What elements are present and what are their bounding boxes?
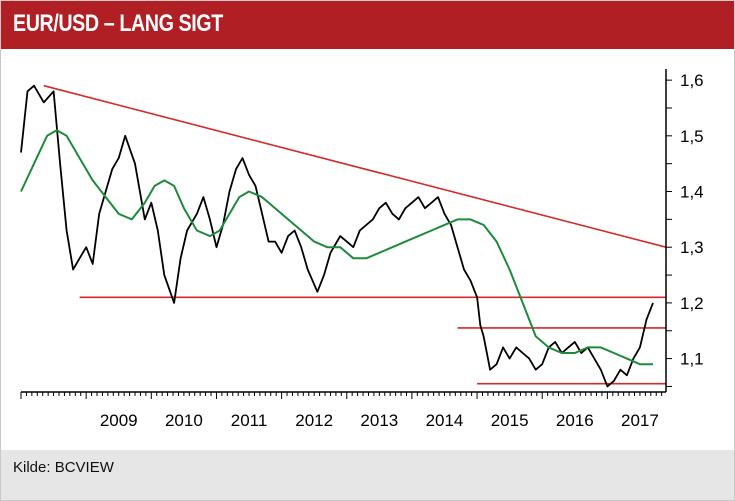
y-tick-label-1-2: 1,2 [680,294,704,313]
x-tick-label-2017: 2017 [621,411,659,430]
y-tick-label-1-3: 1,3 [680,238,704,257]
chart-svg: 2009 2010 2011 2012 2013 2014 2015 2016 2017 1,6 1… [20,69,704,430]
x-tick-label-2016: 2016 [556,411,594,430]
reference-lines [43,84,667,385]
title-bar: EUR/USD – LANG SIGT [1,1,734,49]
y-tick-label-1-1: 1,1 [680,350,704,369]
moving-average-line [20,129,653,366]
y-tick-label-1-6: 1,6 [680,71,704,90]
y-tick-label-1-4: 1,4 [680,183,704,202]
data-series [20,84,654,388]
x-tick-label-2015: 2015 [491,411,529,430]
trendline-1 [43,84,667,248]
chart-area: 2009 2010 2011 2012 2013 2014 2015 2016 2017 1,6 1… [1,49,734,449]
price-line [20,84,654,388]
axes: 2009 2010 2011 2012 2013 2014 2015 2016 2017 1,6 1… [20,69,704,430]
x-tick-label-2010: 2010 [165,411,203,430]
x-tick-label-2012: 2012 [295,411,333,430]
footer: Kilde: BCVIEW [1,450,734,500]
y-tick-label-1-5: 1,5 [680,127,704,146]
x-tick-label-2014: 2014 [426,411,464,430]
chart-title: EUR/USD – LANG SIGT [13,10,223,37]
source-label: Kilde: BCVIEW [13,459,114,476]
x-tick-label-2011: 2011 [231,411,268,430]
x-tick-label-2013: 2013 [360,411,398,430]
x-tick-label-2009: 2009 [100,411,138,430]
